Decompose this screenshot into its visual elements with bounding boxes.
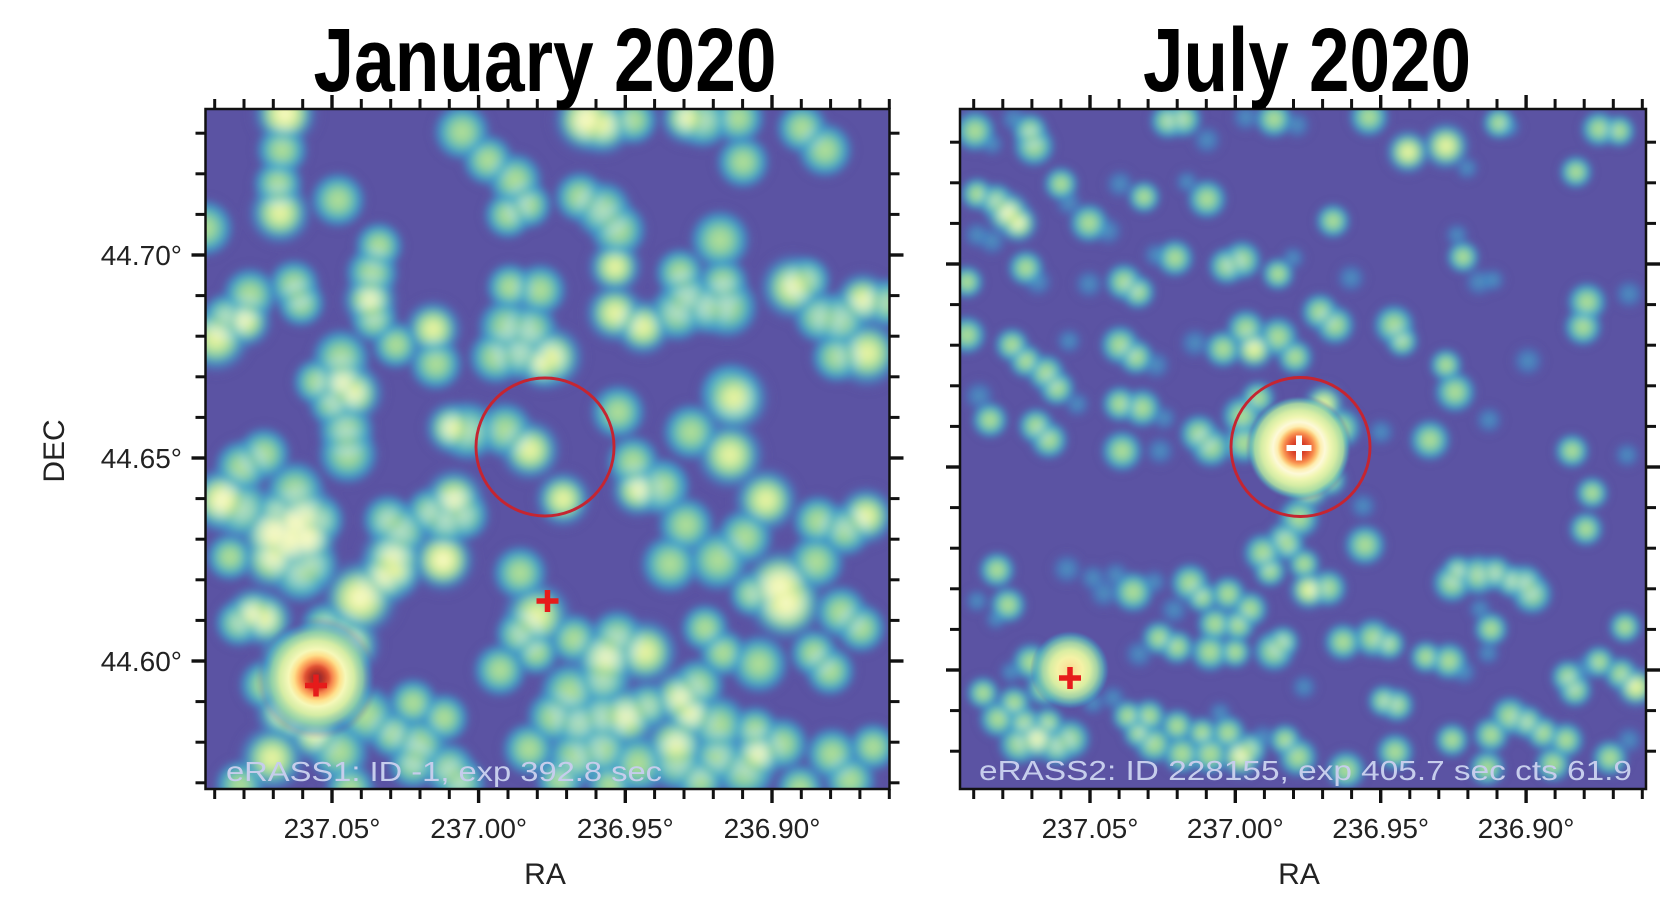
svg-text:RA: RA [524, 858, 566, 891]
svg-text:237.05°: 237.05° [1042, 813, 1139, 844]
svg-text:236.90°: 236.90° [1478, 813, 1575, 844]
svg-text:RA: RA [1278, 858, 1320, 891]
svg-text:237.05°: 237.05° [284, 813, 381, 844]
svg-text:44.70°: 44.70° [101, 240, 182, 271]
svg-text:44.65°: 44.65° [101, 443, 182, 474]
svg-text:July 2020: July 2020 [1143, 11, 1471, 111]
svg-text:44.60°: 44.60° [101, 646, 182, 677]
svg-text:236.90°: 236.90° [724, 813, 821, 844]
svg-text:236.95°: 236.95° [1332, 813, 1429, 844]
svg-text:237.00°: 237.00° [1187, 813, 1284, 844]
svg-text:DEC: DEC [38, 419, 71, 482]
svg-text:eRASS1: ID -1, exp 392.8 sec: eRASS1: ID -1, exp 392.8 sec [226, 756, 662, 787]
svg-text:236.95°: 236.95° [577, 813, 674, 844]
svg-text:eRASS2: ID 228155, exp 405.7 s: eRASS2: ID 228155, exp 405.7 sec cts 61.… [979, 755, 1632, 786]
svg-text:237.00°: 237.00° [430, 813, 527, 844]
svg-text:January 2020: January 2020 [314, 11, 777, 111]
